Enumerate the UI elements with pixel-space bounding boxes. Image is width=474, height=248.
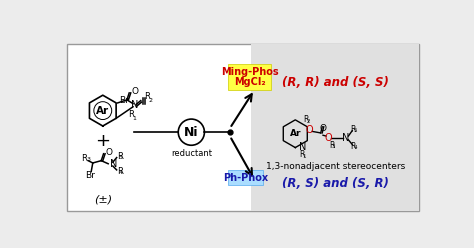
Text: (±): (±) — [94, 194, 112, 204]
Text: 4: 4 — [118, 170, 122, 176]
Text: N: N — [131, 100, 138, 110]
Text: (R, R) and (S, S): (R, R) and (S, S) — [282, 76, 389, 89]
Text: 2: 2 — [307, 119, 310, 124]
Text: O: O — [105, 148, 112, 157]
Text: R: R — [144, 92, 150, 101]
Text: R: R — [118, 167, 123, 176]
Text: MgCl₂: MgCl₂ — [234, 77, 265, 87]
Text: 1: 1 — [132, 116, 136, 121]
Text: Br: Br — [119, 96, 129, 105]
Text: R: R — [299, 150, 304, 159]
Text: O: O — [131, 87, 138, 96]
Text: O: O — [320, 124, 327, 133]
Text: R: R — [350, 142, 356, 151]
Circle shape — [178, 119, 204, 145]
Text: 2: 2 — [148, 98, 152, 103]
Text: 1,3-nonadjacent stereocenters: 1,3-nonadjacent stereocenters — [266, 162, 405, 171]
Text: 1: 1 — [302, 154, 306, 158]
Text: Ni: Ni — [184, 126, 199, 139]
Text: N: N — [109, 159, 117, 169]
Text: R: R — [350, 124, 356, 134]
Text: O: O — [305, 125, 313, 135]
Text: R: R — [118, 152, 123, 160]
Text: +: + — [95, 132, 110, 150]
FancyBboxPatch shape — [228, 64, 272, 90]
Text: 5: 5 — [354, 128, 357, 133]
Text: Br: Br — [85, 171, 95, 180]
Text: Ming-Phos: Ming-Phos — [221, 67, 278, 77]
Text: 5: 5 — [118, 155, 122, 160]
Text: 3: 3 — [87, 157, 91, 162]
Text: N: N — [342, 133, 349, 143]
Text: N: N — [299, 142, 307, 152]
Text: 4: 4 — [354, 145, 357, 150]
Text: R: R — [82, 154, 87, 163]
Text: Ph-Phox: Ph-Phox — [223, 173, 268, 183]
Text: O: O — [325, 133, 332, 143]
Text: reductant: reductant — [171, 149, 212, 158]
Text: 3: 3 — [332, 144, 336, 149]
Text: R: R — [303, 115, 309, 124]
Text: (R, S) and (S, R): (R, S) and (S, R) — [282, 177, 389, 190]
FancyBboxPatch shape — [251, 44, 419, 212]
FancyBboxPatch shape — [228, 170, 263, 185]
Text: Ar: Ar — [96, 106, 109, 116]
Text: R: R — [128, 110, 135, 119]
FancyBboxPatch shape — [66, 44, 419, 212]
Text: R: R — [329, 141, 334, 150]
Text: Ar: Ar — [290, 129, 301, 138]
